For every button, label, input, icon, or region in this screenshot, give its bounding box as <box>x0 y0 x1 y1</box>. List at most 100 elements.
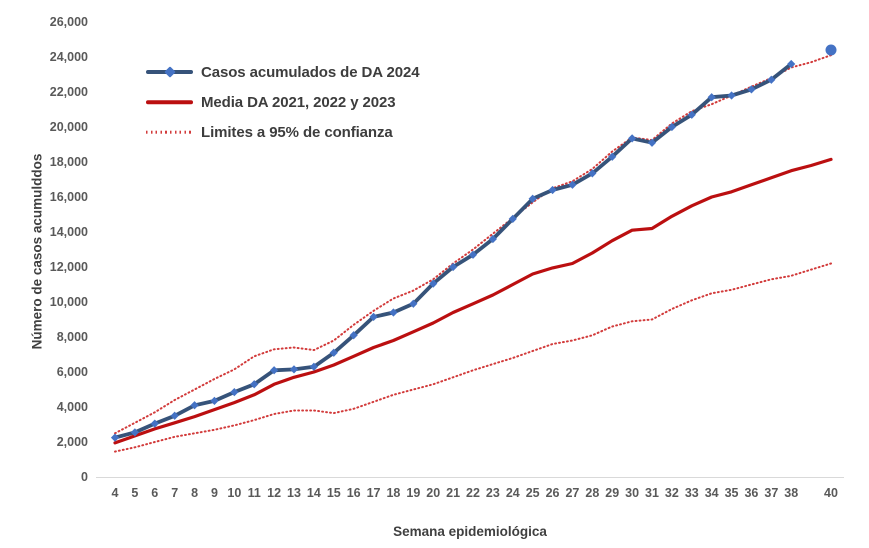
series-casos-2024-point-w40 <box>825 44 837 56</box>
series-casos-2024-marker <box>150 419 159 428</box>
series-casos-2024-marker <box>747 85 756 94</box>
y-tick-label: 0 <box>81 470 88 484</box>
y-tick-label: 8,000 <box>57 330 88 344</box>
x-tick-label: 22 <box>466 486 480 500</box>
series-casos-2024-marker <box>608 152 617 161</box>
x-tick-label: 18 <box>386 486 400 500</box>
legend-label: Limites a 95% de confianza <box>201 123 393 141</box>
legend: Casos acumulados de DA 2024 Media DA 202… <box>146 60 420 150</box>
y-tick-label: 12,000 <box>50 260 88 274</box>
legend-label: Media DA 2021, 2022 y 2023 <box>201 93 396 111</box>
series-casos-2024-marker <box>508 214 517 223</box>
x-tick-label: 17 <box>367 486 381 500</box>
x-tick-label: 15 <box>327 486 341 500</box>
x-tick-label: 16 <box>347 486 361 500</box>
x-tick-label: 26 <box>546 486 560 500</box>
x-tick-label: 20 <box>426 486 440 500</box>
x-tick-label: 11 <box>248 486 261 500</box>
y-tick-label: 14,000 <box>50 225 88 239</box>
x-tick-label: 7 <box>171 486 178 500</box>
series-casos-2024-marker <box>727 91 736 100</box>
x-tick-label: 4 <box>112 486 119 500</box>
y-tick-label: 26,000 <box>50 15 88 29</box>
series-casos-2024-marker <box>568 180 577 189</box>
x-tick-label: 33 <box>685 486 699 500</box>
y-tick-label: 6,000 <box>57 365 88 379</box>
series-casos-2024-marker <box>210 396 219 405</box>
x-tick-label: 34 <box>705 486 719 500</box>
series-casos-2024-marker <box>787 59 796 69</box>
legend-item-limites: Limites a 95% de confianza <box>146 120 420 144</box>
y-tick-label: 2,000 <box>57 435 88 449</box>
y-tick-label: 22,000 <box>50 85 88 99</box>
x-tick-label: 14 <box>307 486 321 500</box>
series-casos-2024-marker <box>230 388 239 397</box>
x-tick-label: 31 <box>645 486 659 500</box>
series-casos-2024-marker <box>329 348 338 357</box>
series-casos-2024-marker <box>170 411 179 420</box>
line-with-marker-swatch-icon <box>146 65 193 79</box>
series-casos-2024-marker <box>707 93 716 102</box>
series-casos-2024-marker <box>369 312 378 321</box>
x-tick-label: 21 <box>446 486 460 500</box>
series-casos-2024-marker <box>349 331 358 340</box>
dotted-line-swatch-icon <box>146 125 193 139</box>
series-casos-2024-marker <box>190 401 199 410</box>
x-tick-label: 32 <box>665 486 679 500</box>
series-upper-limit-line <box>114 54 832 435</box>
series-casos-2024-marker <box>628 134 637 143</box>
series-casos-2024-marker <box>289 365 299 374</box>
series-casos-2024-marker <box>548 185 557 195</box>
x-tick-label: 19 <box>406 486 420 500</box>
x-tick-label: 35 <box>725 486 739 500</box>
series-casos-2024-marker <box>130 428 139 437</box>
x-tick-label: 28 <box>585 486 599 500</box>
series-casos-2024-marker <box>389 308 398 317</box>
series-casos-2024-marker <box>528 194 537 203</box>
x-axis-title: Semana epidemiológica <box>393 524 547 539</box>
x-tick-label: 5 <box>131 486 138 500</box>
series-casos-2024-marker <box>270 366 279 375</box>
x-tick-label: 30 <box>625 486 639 500</box>
x-tick-label: 38 <box>784 486 798 500</box>
x-tick-label: 6 <box>151 486 158 500</box>
series-casos-2024-marker <box>409 299 418 308</box>
series-casos-2024-marker <box>767 75 776 84</box>
series-casos-2024-marker <box>687 110 696 119</box>
series-casos-2024-marker <box>110 433 120 442</box>
series-casos-2024-marker <box>429 279 438 288</box>
legend-label: Casos acumulados de DA 2024 <box>201 63 420 81</box>
series-casos-2024-marker <box>588 169 597 178</box>
x-tick-label: 24 <box>506 486 520 500</box>
series-casos-2024-marker <box>449 262 458 272</box>
x-tick-label: 8 <box>191 486 198 500</box>
series-casos-2024-marker <box>488 234 497 244</box>
y-tick-label: 4,000 <box>57 400 88 414</box>
y-axis-title: Número de casos acumulddos <box>29 153 45 350</box>
x-tick-label: 40 <box>824 486 838 500</box>
x-tick-label: 27 <box>565 486 579 500</box>
x-tick-label: 36 <box>744 486 758 500</box>
y-tick-label: 10,000 <box>50 295 88 309</box>
series-casos-2024-marker <box>647 138 657 147</box>
series-casos-2024-marker <box>309 362 318 371</box>
x-tick-label: 23 <box>486 486 500 500</box>
x-tick-label: 29 <box>605 486 619 500</box>
x-tick-label: 9 <box>211 486 218 500</box>
series-casos-2024-marker <box>250 380 259 389</box>
series-casos-2024-marker <box>468 250 478 259</box>
y-tick-label: 24,000 <box>50 50 88 64</box>
x-tick-label: 25 <box>526 486 540 500</box>
legend-item-media: Media DA 2021, 2022 y 2023 <box>146 90 420 114</box>
y-tick-label: 20,000 <box>50 120 88 134</box>
series-lower-limit-line <box>114 262 832 453</box>
y-tick-label: 18,000 <box>50 155 88 169</box>
x-tick-label: 13 <box>287 486 301 500</box>
y-tick-label: 16,000 <box>50 190 88 204</box>
x-tick-label: 10 <box>227 486 241 500</box>
series-media-line <box>113 157 833 445</box>
x-tick-label: 12 <box>267 486 281 500</box>
series-casos-2024-marker <box>667 122 676 132</box>
solid-line-swatch-icon <box>146 95 193 109</box>
